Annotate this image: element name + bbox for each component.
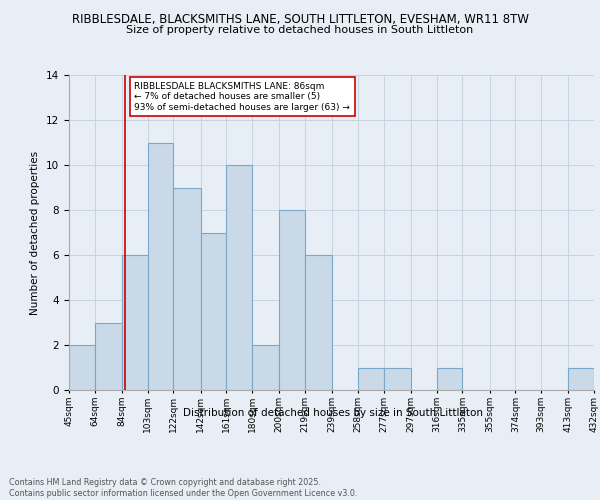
Bar <box>148 142 173 390</box>
Text: Size of property relative to detached houses in South Littleton: Size of property relative to detached ho… <box>127 25 473 35</box>
Bar <box>122 255 148 390</box>
Y-axis label: Number of detached properties: Number of detached properties <box>31 150 40 314</box>
Bar <box>200 232 226 390</box>
Bar <box>279 210 305 390</box>
Text: RIBBLESDALE, BLACKSMITHS LANE, SOUTH LITTLETON, EVESHAM, WR11 8TW: RIBBLESDALE, BLACKSMITHS LANE, SOUTH LIT… <box>71 12 529 26</box>
Bar <box>568 368 594 390</box>
Bar <box>305 255 332 390</box>
Bar <box>226 165 252 390</box>
Bar <box>69 345 95 390</box>
Text: RIBBLESDALE BLACKSMITHS LANE: 86sqm
← 7% of detached houses are smaller (5)
93% : RIBBLESDALE BLACKSMITHS LANE: 86sqm ← 7%… <box>134 82 350 112</box>
Bar <box>95 322 122 390</box>
Bar <box>358 368 384 390</box>
Bar <box>437 368 463 390</box>
Text: Contains HM Land Registry data © Crown copyright and database right 2025.
Contai: Contains HM Land Registry data © Crown c… <box>9 478 358 498</box>
Bar <box>252 345 279 390</box>
Bar <box>384 368 411 390</box>
Text: Distribution of detached houses by size in South Littleton: Distribution of detached houses by size … <box>183 408 483 418</box>
Bar <box>173 188 200 390</box>
